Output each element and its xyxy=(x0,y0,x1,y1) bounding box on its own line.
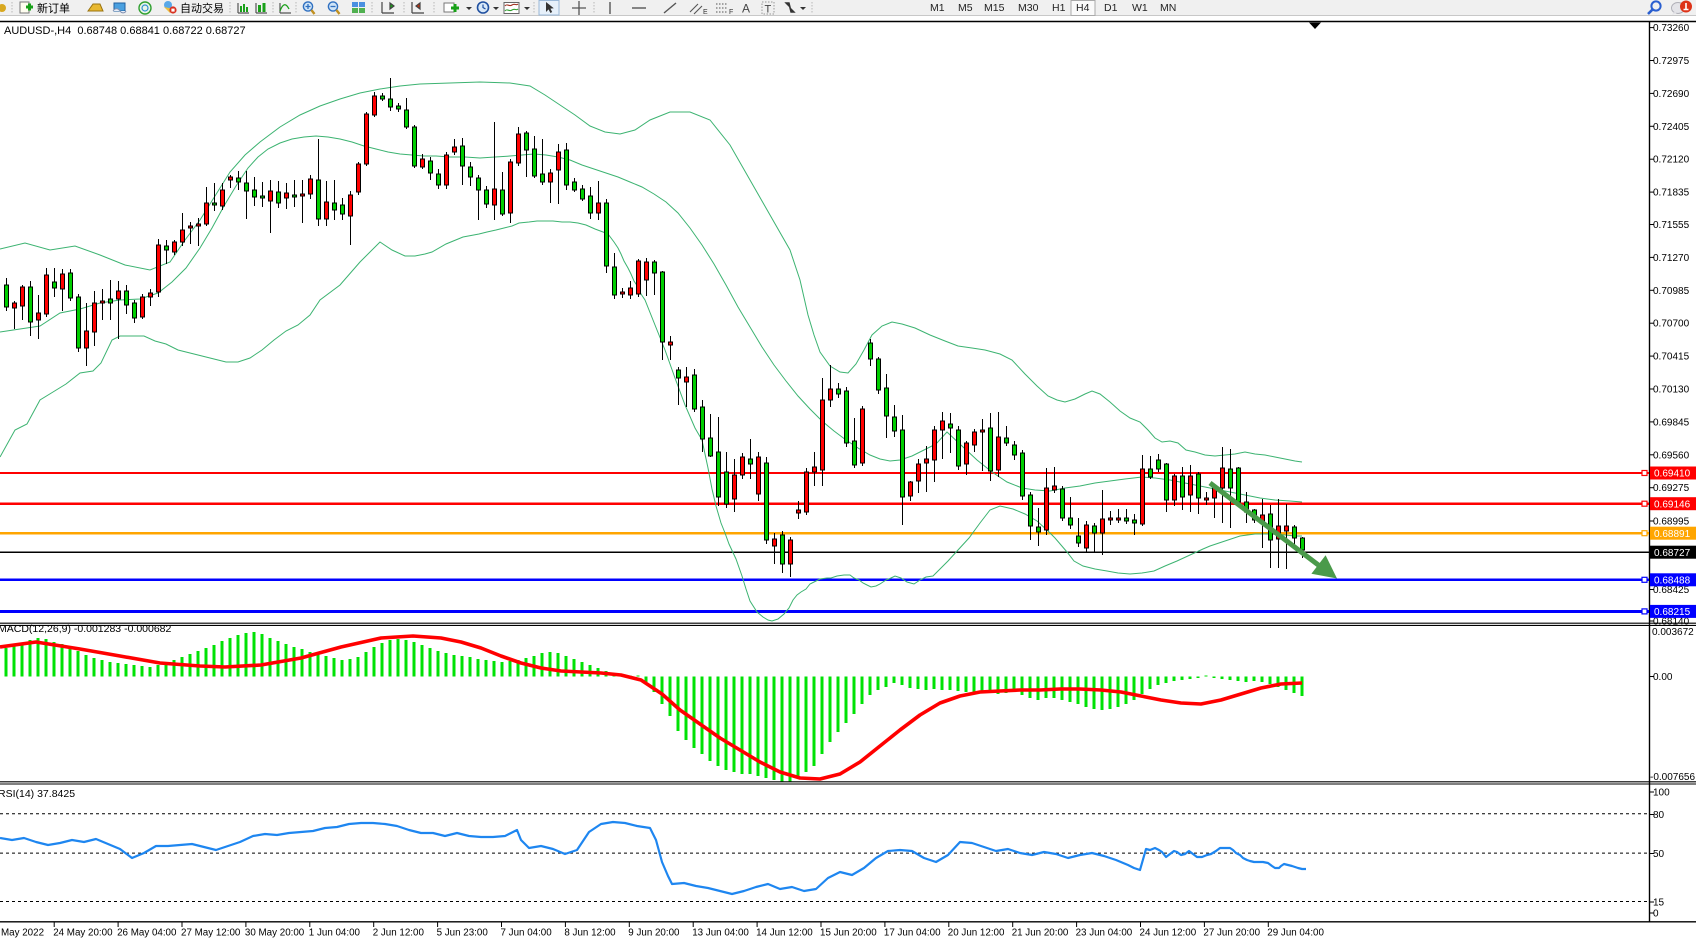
svg-text:D1: D1 xyxy=(1104,2,1118,14)
svg-text:0.69275: 0.69275 xyxy=(1653,483,1690,494)
svg-text:0.71835: 0.71835 xyxy=(1653,188,1690,199)
svg-text:MACD(12,26,9) -0.001283 -0.000: MACD(12,26,9) -0.001283 -0.000682 xyxy=(0,623,172,635)
svg-text:0.72405: 0.72405 xyxy=(1653,122,1690,133)
svg-text:0.003672: 0.003672 xyxy=(1652,627,1694,638)
svg-text:-0.007656: -0.007656 xyxy=(1650,772,1695,783)
svg-text:14 Jun 12:00: 14 Jun 12:00 xyxy=(756,928,813,939)
svg-text:8 Jun 12:00: 8 Jun 12:00 xyxy=(564,928,616,939)
svg-text:9 Jun 20:00: 9 Jun 20:00 xyxy=(628,928,680,939)
svg-text:0.71555: 0.71555 xyxy=(1653,220,1690,231)
svg-text:29 Jun 04:00: 29 Jun 04:00 xyxy=(1267,928,1324,939)
svg-text:0.68140: 0.68140 xyxy=(1653,617,1690,628)
svg-text:M1: M1 xyxy=(930,2,945,14)
svg-text:T: T xyxy=(765,4,772,16)
svg-text:F: F xyxy=(729,9,733,16)
svg-text:80: 80 xyxy=(1653,810,1665,821)
svg-text:26 May 04:00: 26 May 04:00 xyxy=(117,928,177,939)
svg-text:50: 50 xyxy=(1653,849,1665,860)
svg-text:0.68727: 0.68727 xyxy=(1654,548,1691,559)
svg-text:H4: H4 xyxy=(1076,2,1090,14)
svg-text:15 Jun 20:00: 15 Jun 20:00 xyxy=(820,928,877,939)
svg-text:1 Jun 04:00: 1 Jun 04:00 xyxy=(309,928,361,939)
svg-text:0.00: 0.00 xyxy=(1653,672,1673,683)
svg-text:0.70415: 0.70415 xyxy=(1653,352,1690,363)
svg-text:0.70985: 0.70985 xyxy=(1653,286,1690,297)
svg-text:A: A xyxy=(742,2,750,16)
svg-text:0.72690: 0.72690 xyxy=(1653,89,1690,100)
svg-text:13 Jun 04:00: 13 Jun 04:00 xyxy=(692,928,749,939)
svg-text:0.68995: 0.68995 xyxy=(1653,517,1690,528)
svg-text:0.70130: 0.70130 xyxy=(1653,385,1690,396)
svg-text:RSI(14) 37.8425: RSI(14) 37.8425 xyxy=(0,788,75,800)
svg-text:0.68488: 0.68488 xyxy=(1654,575,1691,586)
svg-text:0.72975: 0.72975 xyxy=(1653,56,1690,67)
svg-text:21 Jun 20:00: 21 Jun 20:00 xyxy=(1012,928,1069,939)
svg-text:0.68425: 0.68425 xyxy=(1653,585,1690,596)
svg-text:27 Jun 20:00: 27 Jun 20:00 xyxy=(1203,928,1260,939)
svg-text:MN: MN xyxy=(1160,2,1176,14)
svg-text:24 May 20:00: 24 May 20:00 xyxy=(53,928,113,939)
svg-text:0.72120: 0.72120 xyxy=(1653,155,1690,166)
svg-text:May 2022: May 2022 xyxy=(1,928,44,939)
svg-text:0.73260: 0.73260 xyxy=(1653,23,1690,34)
svg-text:0.68215: 0.68215 xyxy=(1654,607,1691,618)
svg-text:M5: M5 xyxy=(958,2,973,14)
svg-text:M30: M30 xyxy=(1018,2,1039,14)
svg-text:15: 15 xyxy=(1653,898,1665,909)
svg-text:5 Jun 23:00: 5 Jun 23:00 xyxy=(437,928,489,939)
svg-text:0.69410: 0.69410 xyxy=(1654,469,1691,480)
svg-text:0.69845: 0.69845 xyxy=(1653,417,1690,428)
svg-text:17 Jun 04:00: 17 Jun 04:00 xyxy=(884,928,941,939)
svg-text:0.68891: 0.68891 xyxy=(1654,529,1691,540)
svg-text:AUDUSD-,H4 0.68748 0.68841 0.: AUDUSD-,H4 0.68748 0.68841 0.68722 0.687… xyxy=(4,25,246,37)
svg-text:0.69146: 0.69146 xyxy=(1654,499,1691,510)
svg-text:27 May 12:00: 27 May 12:00 xyxy=(181,928,241,939)
svg-text:24 Jun 12:00: 24 Jun 12:00 xyxy=(1140,928,1197,939)
svg-text:30 May 20:00: 30 May 20:00 xyxy=(245,928,305,939)
svg-text:0.71270: 0.71270 xyxy=(1653,253,1690,264)
svg-text:0: 0 xyxy=(1653,909,1659,920)
svg-text:0.70700: 0.70700 xyxy=(1653,319,1690,330)
svg-text:W1: W1 xyxy=(1132,2,1148,14)
svg-text:M15: M15 xyxy=(984,2,1005,14)
svg-text:2 Jun 12:00: 2 Jun 12:00 xyxy=(373,928,425,939)
svg-text:自动交易: 自动交易 xyxy=(180,1,224,15)
svg-text:E: E xyxy=(703,9,708,16)
svg-text:23 Jun 04:00: 23 Jun 04:00 xyxy=(1076,928,1133,939)
svg-text:7 Jun 04:00: 7 Jun 04:00 xyxy=(501,928,553,939)
svg-text:新订单: 新订单 xyxy=(37,1,70,15)
svg-text:100: 100 xyxy=(1653,788,1670,799)
svg-text:0.69560: 0.69560 xyxy=(1653,450,1690,461)
svg-text:H1: H1 xyxy=(1052,2,1066,14)
svg-text:20 Jun 12:00: 20 Jun 12:00 xyxy=(948,928,1005,939)
